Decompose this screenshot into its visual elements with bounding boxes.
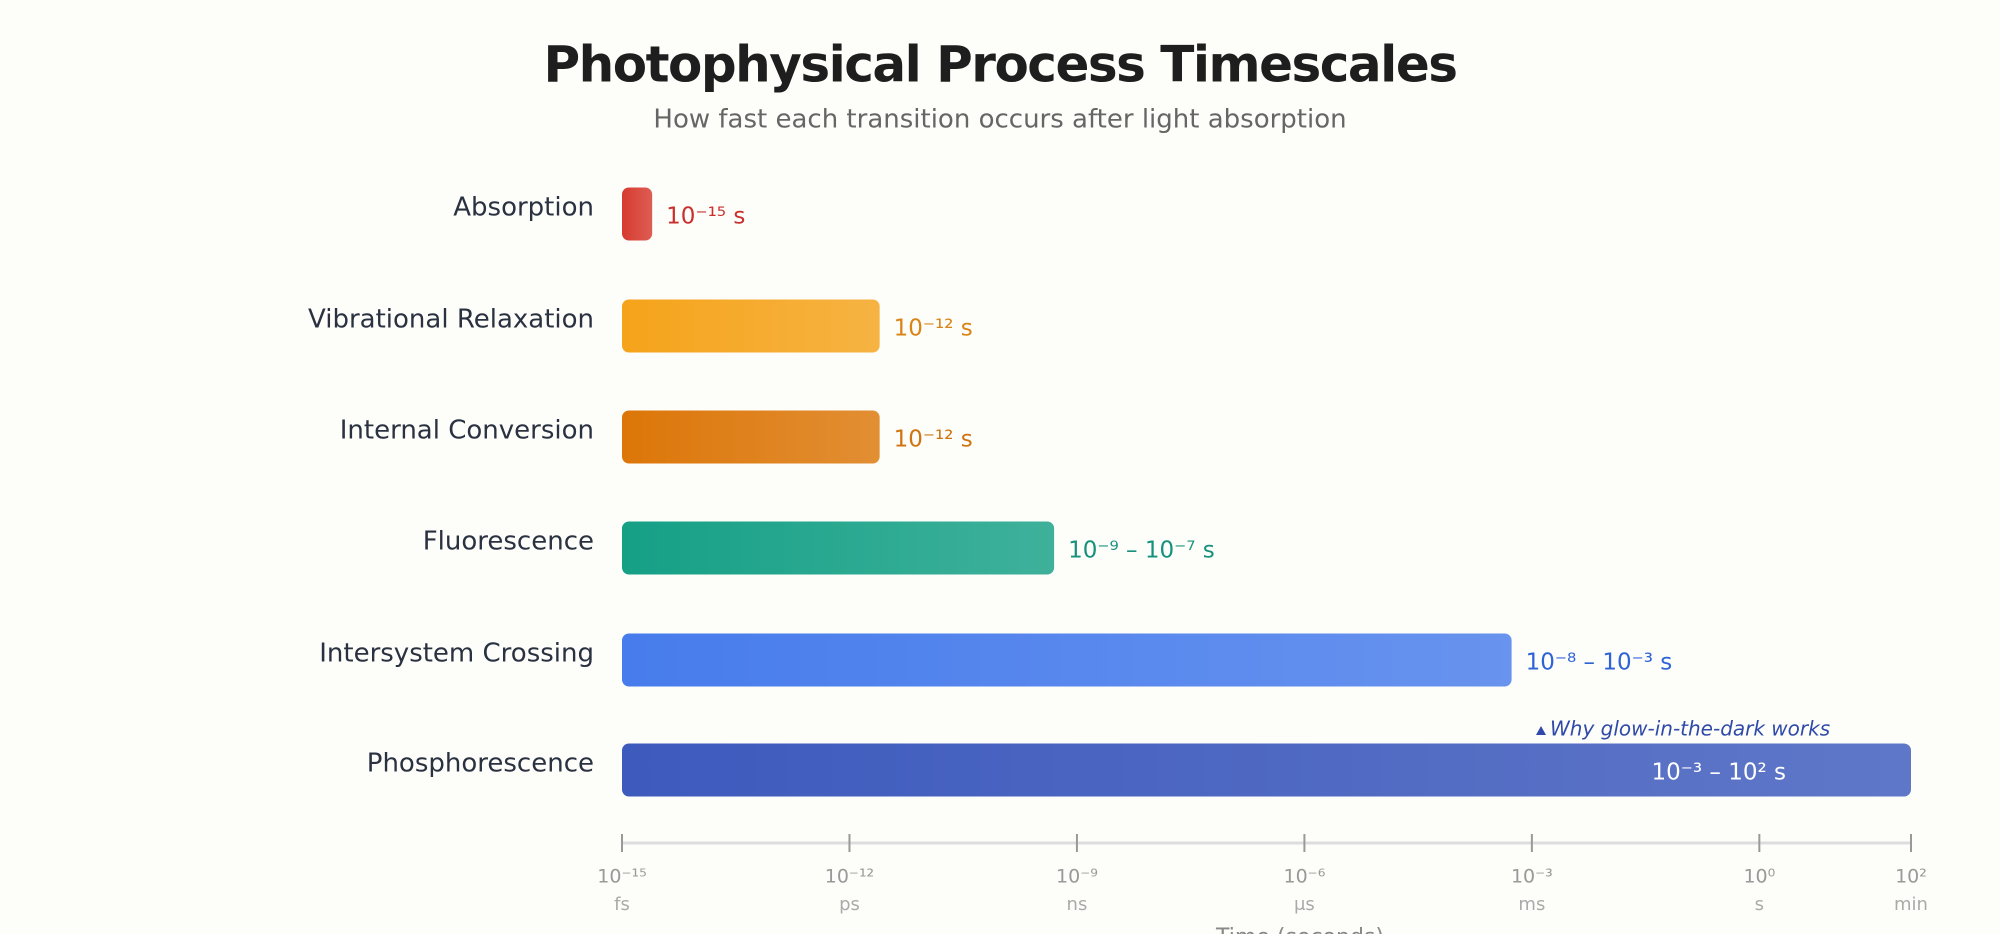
x-tick-label: 10⁻⁹ <box>1056 866 1098 888</box>
value-label: 10⁻¹² s <box>894 316 973 342</box>
bar <box>622 743 1911 797</box>
bar <box>622 633 1512 687</box>
category-label: Intersystem Crossing <box>319 639 594 669</box>
x-tick-unit: s <box>1755 894 1764 915</box>
bar <box>622 187 653 241</box>
category-label: Fluorescence <box>423 527 594 557</box>
x-tick-label: 10² <box>1895 866 1927 888</box>
x-tick-label: 10⁻¹⁵ <box>597 866 646 888</box>
bar <box>622 299 880 353</box>
x-tick-label: 10⁻³ <box>1511 866 1553 888</box>
category-label: Internal Conversion <box>340 416 594 446</box>
bar <box>622 521 1055 575</box>
annotation-icon <box>1536 726 1546 735</box>
x-tick-label: 10⁰ <box>1743 866 1775 888</box>
value-label: 10⁻³ – 10² s <box>1651 760 1786 786</box>
x-tick-unit: ms <box>1518 894 1545 915</box>
x-tick-unit: fs <box>614 894 630 915</box>
category-label: Vibrational Relaxation <box>308 305 594 335</box>
x-tick-unit: ps <box>839 894 860 915</box>
category-label: Absorption <box>453 193 594 223</box>
x-axis-title: Time (seconds) <box>1215 925 1384 934</box>
value-label: 10⁻⁹ – 10⁻⁷ s <box>1068 538 1215 564</box>
value-label: 10⁻⁸ – 10⁻³ s <box>1526 650 1673 676</box>
x-tick-unit: min <box>1894 894 1928 915</box>
x-tick-label: 10⁻⁶ <box>1283 866 1325 888</box>
value-label: 10⁻¹⁵ s <box>666 204 745 230</box>
x-tick-label: 10⁻¹² <box>825 866 874 888</box>
x-tick-unit: ns <box>1067 894 1088 915</box>
bar <box>622 410 880 464</box>
chart-subtitle: How fast each transition occurs after li… <box>653 105 1346 135</box>
annotation: Why glow-in-the-dark works <box>1550 717 1830 741</box>
value-label: 10⁻¹² s <box>894 427 973 453</box>
category-label: Phosphorescence <box>367 749 594 779</box>
x-tick-unit: μs <box>1294 894 1315 915</box>
chart-title: Photophysical Process Timescales <box>544 36 1457 94</box>
